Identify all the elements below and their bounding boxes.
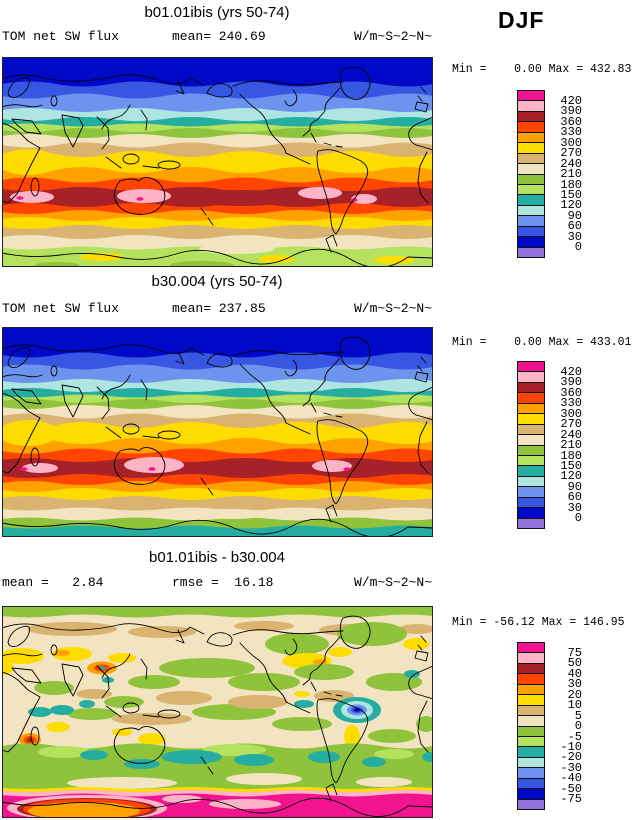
colorbar-tick-label: 20 [567, 687, 582, 702]
panel1-minmax: Min = 0.00 Max = 432.83 [452, 63, 632, 76]
season-label: DJF [498, 7, 545, 33]
panel1-mean: mean= 240.69 [172, 29, 266, 44]
colorbar-labels: 75 50 40 30 20 10 5 0 -5 -10 -20 -30 -40 -50 -75 [550, 646, 582, 810]
colorbar-tick-label: 390 [560, 104, 582, 119]
colorbar-tick-label: 90 [567, 479, 582, 494]
map-difference [2, 606, 433, 818]
colorbar-tick-label: -40 [560, 771, 582, 786]
panel3-minmax: Min = -56.12 Max = 146.95 [452, 616, 625, 629]
colorbar-tick-label: 30 [567, 229, 582, 244]
map-difference-svg [2, 606, 433, 818]
colorbar-tick-label: 0 [574, 719, 582, 734]
colorbar-tick-label: 270 [560, 417, 582, 432]
colorbar-patches [517, 361, 545, 529]
panel1-title: b01.01ibis (yrs 50-74) [144, 4, 290, 21]
colorbar-tick-label: 30 [567, 677, 582, 692]
colorbar-labels: 420 390 360 330 300 270 240 210 180 150 120 90 60 30 0 [550, 365, 582, 529]
colorbar-tick-label: -20 [560, 750, 582, 765]
colorbar-tick-label: 300 [560, 406, 582, 421]
map-b30-004-svg [2, 327, 433, 537]
colorbar-labels: 420 390 360 330 300 270 240 210 180 150 120 90 60 30 0 [550, 94, 582, 258]
map-b30-004 [2, 327, 433, 537]
colorbar-tick-label: 150 [560, 187, 582, 202]
colorbar-panel2: 420 390 360 330 300 270 240 210 180 150 120 90 60 30 0 [517, 361, 582, 529]
colorbar-tick-label: 270 [560, 146, 582, 161]
colorbar-tick-label: -75 [560, 792, 582, 807]
colorbar-tick-label: -10 [560, 739, 582, 754]
panel2-mean: mean= 237.85 [172, 301, 266, 316]
colorbar-tick-label: 0 [574, 511, 582, 526]
colorbar-tick-label: 60 [567, 219, 582, 234]
panel2-stats-row: TOM net SW flux mean= 237.85 W/m~S~2~N~ [0, 301, 434, 317]
colorbar-patch-purple [517, 246, 545, 258]
colorbar-patch-purple [517, 798, 545, 810]
panel2-title: b30.004 (yrs 50-74) [151, 273, 283, 290]
colorbar-tick-label: 240 [560, 427, 582, 442]
colorbar-tick-label: 60 [567, 490, 582, 505]
colorbar-tick-label: 90 [567, 208, 582, 223]
colorbar-tick-label: 180 [560, 448, 582, 463]
colorbar-tick-label: 10 [567, 698, 582, 713]
colorbar-panel1: 420 390 360 330 300 270 240 210 180 150 120 90 60 30 0 [517, 90, 582, 258]
panel2-field-label: TOM net SW flux [2, 301, 120, 316]
panel3-stats-row: mean = 2.84 rmse = 16.18 W/m~S~2~N~ [0, 575, 434, 591]
colorbar-tick-label: -50 [560, 781, 582, 796]
colorbar-tick-label: -5 [567, 729, 582, 744]
colorbar-patches [517, 90, 545, 258]
colorbar-tick-label: 420 [560, 365, 582, 379]
panel3-mean: mean = 2.84 [2, 575, 104, 590]
panel2-units: W/m~S~2~N~ [353, 301, 432, 316]
colorbar-tick-label: 50 [567, 656, 582, 671]
colorbar-tick-label: 210 [560, 438, 582, 453]
colorbar-tick-label: 330 [560, 396, 582, 411]
colorbar-tick-label: 0 [574, 240, 582, 255]
colorbar-tick-label: 75 [567, 646, 582, 660]
colorbar-tick-label: 360 [560, 385, 582, 400]
panel1-units: W/m~S~2~N~ [353, 29, 432, 44]
colorbar-tick-label: -30 [560, 760, 582, 775]
colorbar-tick-label: 210 [560, 167, 582, 182]
colorbar-panel3: 75 50 40 30 20 10 5 0 -5 -10 -20 -30 -40 -50 -75 [517, 642, 582, 810]
panel3-rmse: rmse = 16.18 [172, 575, 274, 590]
colorbar-tick-label: 300 [560, 135, 582, 150]
map-b01-01ibis [2, 57, 433, 267]
panel3-title: b01.01ibis - b30.004 [149, 549, 285, 566]
colorbar-tick-label: 40 [567, 666, 582, 681]
colorbar-patch-purple [517, 517, 545, 529]
colorbar-tick-label: 5 [574, 708, 582, 723]
colorbar-tick-label: 150 [560, 458, 582, 473]
colorbar-tick-label: 360 [560, 114, 582, 129]
colorbar-tick-label: 330 [560, 125, 582, 140]
colorbar-tick-label: 30 [567, 500, 582, 515]
panel3-units: W/m~S~2~N~ [353, 575, 432, 590]
colorbar-tick-label: 120 [560, 198, 582, 213]
colorbar-tick-label: 240 [560, 156, 582, 171]
colorbar-tick-label: 390 [560, 375, 582, 390]
colorbar-tick-label: 180 [560, 177, 582, 192]
panel2-minmax: Min = 0.00 Max = 433.01 [452, 336, 632, 349]
colorbar-patches [517, 642, 545, 810]
panel1-stats-row: TOM net SW flux mean= 240.69 W/m~S~2~N~ [0, 29, 434, 45]
panel1-field-label: TOM net SW flux [2, 29, 120, 44]
map-b01-01ibis-svg [2, 57, 433, 267]
colorbar-tick-label: 120 [560, 469, 582, 484]
colorbar-tick-label: 420 [560, 94, 582, 108]
